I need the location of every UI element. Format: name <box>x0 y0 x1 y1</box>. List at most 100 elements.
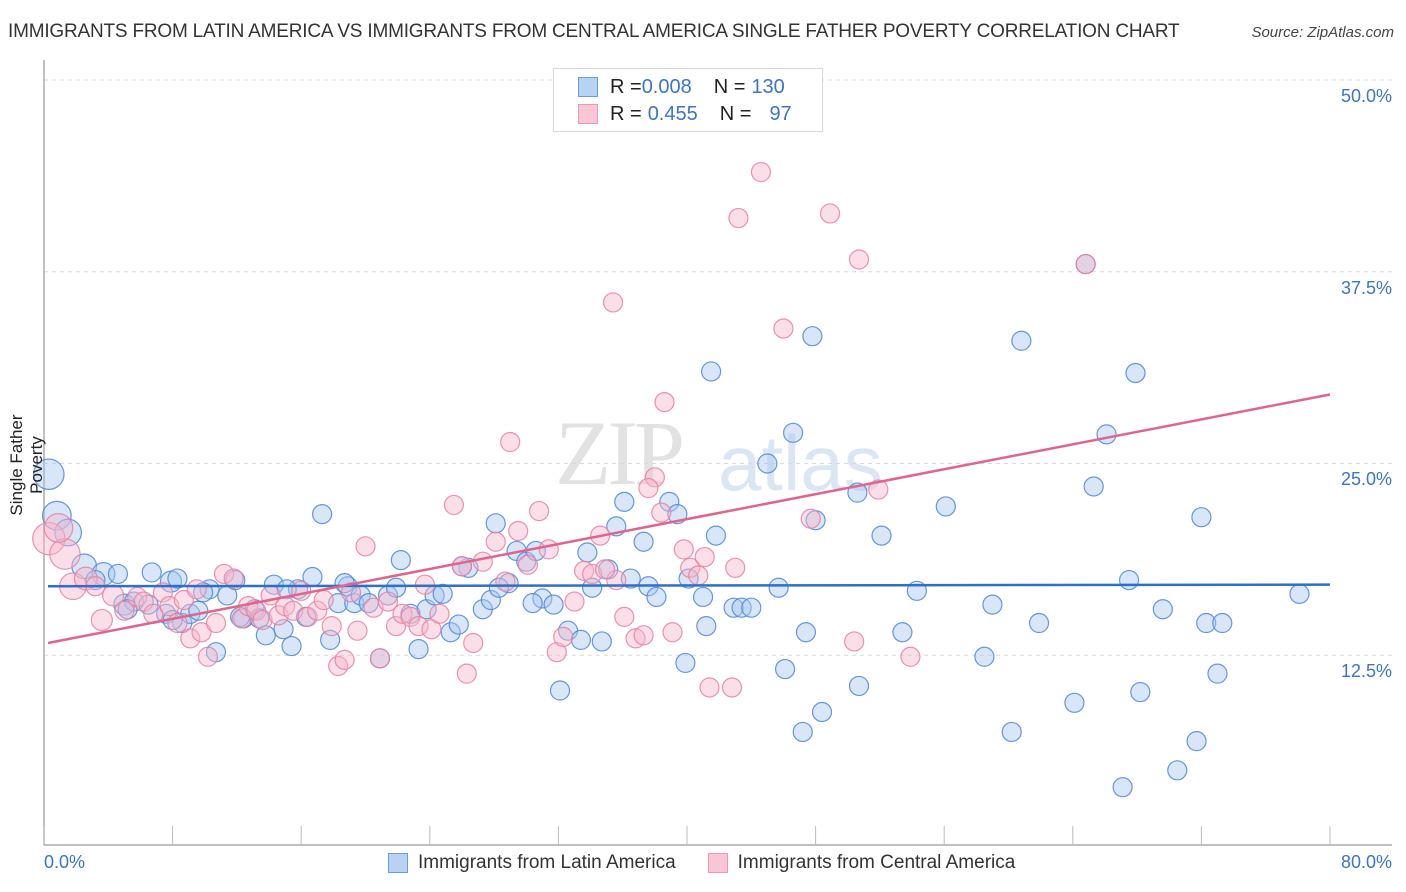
data-point <box>728 207 749 229</box>
watermark-zip: ZIP <box>555 402 685 504</box>
data-point <box>868 479 889 500</box>
data-point <box>252 609 273 631</box>
data-point <box>848 249 870 270</box>
data-point <box>696 616 717 637</box>
data-point <box>1028 612 1050 634</box>
data-point <box>844 631 865 652</box>
data-point <box>725 557 746 578</box>
trend-lines <box>47 393 1331 645</box>
data-point <box>848 675 870 697</box>
x-tick-label-min: 0.0% <box>44 852 86 872</box>
data-point <box>167 568 188 589</box>
legend-label: Immigrants from Central America <box>737 852 1016 873</box>
n-label: N = <box>713 75 746 98</box>
data-point <box>538 539 559 560</box>
data-point <box>488 577 510 598</box>
data-point <box>750 161 772 183</box>
r-label: R = <box>610 102 642 125</box>
n-label: N = <box>719 102 752 125</box>
y-tick-label: 50.0% <box>1340 86 1392 106</box>
data-point <box>1001 721 1022 743</box>
blue-swatch-icon <box>388 853 408 873</box>
data-point <box>699 677 720 698</box>
data-point <box>680 557 701 578</box>
data-point <box>982 594 1003 615</box>
data-point <box>440 622 461 643</box>
data-point <box>456 663 477 684</box>
data-point <box>297 606 318 628</box>
data-point <box>141 562 162 583</box>
pink-swatch-icon <box>578 104 598 124</box>
data-point <box>614 491 635 512</box>
data-point <box>517 554 538 575</box>
data-point <box>773 318 794 339</box>
data-point <box>1196 612 1217 634</box>
data-point <box>213 563 235 585</box>
data-point <box>522 592 543 614</box>
data-point <box>73 566 98 591</box>
data-point <box>1125 362 1146 384</box>
data-point <box>802 326 823 347</box>
data-point <box>498 573 519 594</box>
data-point <box>721 677 743 698</box>
data-point <box>191 622 212 643</box>
legend-item-central-america[interactable]: Immigrants from Central America <box>707 852 1016 874</box>
y-tick-label: 37.5% <box>1340 278 1392 298</box>
r-value: 0.455 <box>647 102 698 125</box>
chart-title: IMMIGRANTS FROM LATIN AMERICA VS IMMIGRA… <box>8 21 1180 42</box>
data-point <box>705 525 727 546</box>
x-tick-label-max: 80.0% <box>1340 852 1392 872</box>
data-point <box>377 591 399 612</box>
data-point <box>633 531 654 552</box>
data-point <box>701 361 722 382</box>
data-point <box>114 600 135 621</box>
data-point <box>768 577 789 598</box>
data-point <box>1207 663 1228 684</box>
data-point <box>633 625 654 646</box>
data-point <box>1191 507 1212 528</box>
data-point <box>795 622 817 643</box>
data-point <box>1112 777 1133 798</box>
data-point <box>385 616 407 637</box>
data-point <box>646 586 667 608</box>
data-point <box>408 639 429 660</box>
data-point <box>774 658 796 680</box>
data-point <box>570 629 592 651</box>
data-point <box>594 559 616 580</box>
data-point <box>1064 692 1085 713</box>
data-point <box>1096 424 1117 445</box>
data-point <box>564 591 585 612</box>
data-point <box>485 513 506 534</box>
data-point <box>1130 681 1151 703</box>
data-point <box>582 577 603 598</box>
data-point <box>577 542 598 563</box>
data-point <box>792 721 813 743</box>
data-point <box>694 546 715 568</box>
blue-swatch-icon <box>578 77 598 97</box>
data-point <box>1152 599 1173 620</box>
legend-item-latin-america[interactable]: Immigrants from Latin America <box>388 852 676 874</box>
pink-swatch-icon <box>707 853 728 873</box>
data-point <box>1083 476 1104 497</box>
data-point <box>205 612 227 634</box>
data-point <box>543 594 564 615</box>
data-point <box>480 589 501 611</box>
data-point <box>1289 583 1310 604</box>
data-point <box>1075 253 1096 275</box>
data-point <box>448 614 469 635</box>
data-point <box>180 628 201 649</box>
data-point <box>644 467 665 488</box>
r-label: R = <box>610 75 642 98</box>
correlation-legend: R = 0.008 N = 130 R = 0.455 N = 97 <box>553 68 823 132</box>
data-point <box>811 701 833 723</box>
data-point <box>355 536 376 557</box>
data-point <box>90 608 113 632</box>
series-legend: Immigrants from Latin America Immigrants… <box>388 852 1047 874</box>
legend-label: Immigrants from Latin America <box>418 852 676 873</box>
data-point <box>638 477 659 499</box>
data-point <box>741 597 762 618</box>
source-label: Source: ZipAtlas.com <box>1251 24 1394 41</box>
data-point <box>451 556 473 577</box>
data-point <box>495 571 516 592</box>
data-point <box>485 531 506 552</box>
